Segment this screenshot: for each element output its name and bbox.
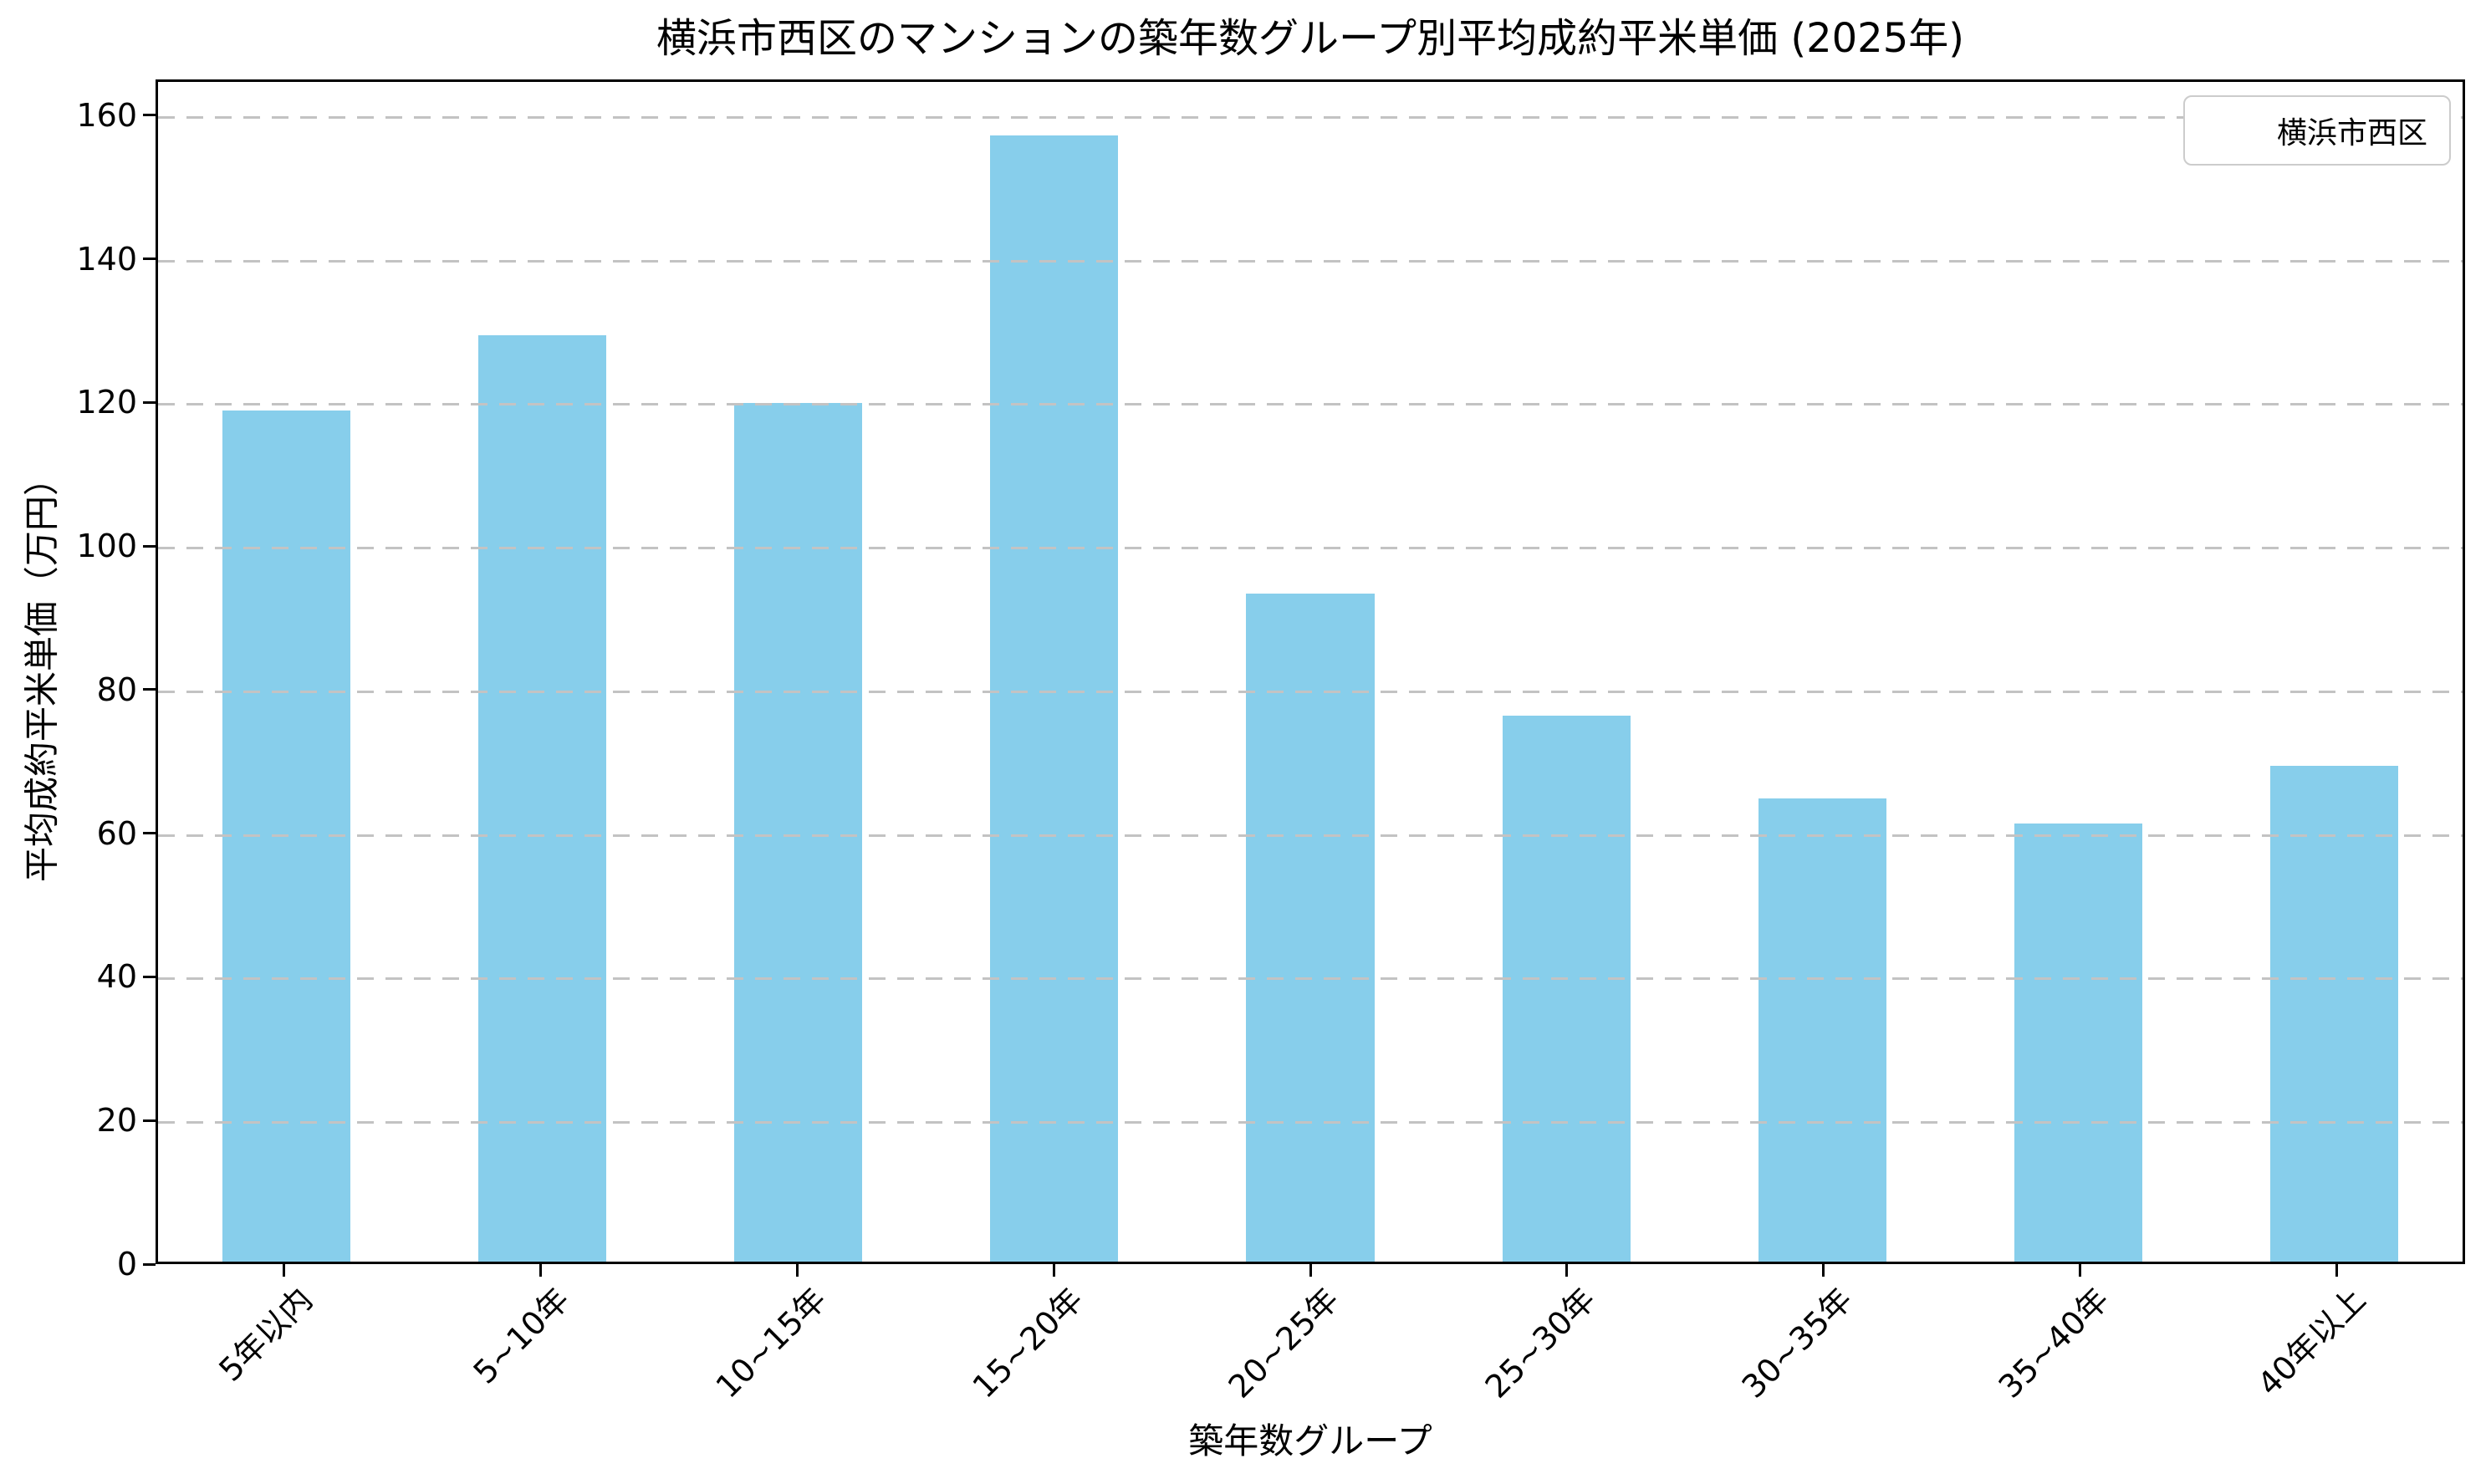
x-axis-title: 築年数グループ xyxy=(1188,1420,1432,1461)
y-tick-label-120: 120 xyxy=(76,384,137,421)
x-tick-mark-7 xyxy=(1822,1264,1825,1277)
x-tick-label-1: 5年以内 xyxy=(212,1280,320,1389)
x-tick-mark-6 xyxy=(1565,1264,1569,1277)
x-tick-mark-1 xyxy=(282,1264,285,1277)
bars-layer xyxy=(158,82,2463,1262)
bar-5 xyxy=(1246,594,1375,1262)
x-tick-mark-9 xyxy=(2335,1264,2339,1277)
y-tick-label-160: 160 xyxy=(76,96,137,134)
x-tick-label-9: 40年以上 xyxy=(2250,1280,2373,1403)
bar-9 xyxy=(2270,765,2399,1262)
bar-slot-9 xyxy=(2207,82,2463,1262)
bar-slot-5 xyxy=(1182,82,1438,1262)
y-tick-mark-0 xyxy=(143,1262,156,1266)
y-tick-label-60: 60 xyxy=(96,814,137,852)
y-tick-label-80: 80 xyxy=(96,671,137,708)
y-tick-mark-160 xyxy=(143,114,156,117)
bar-slot-1 xyxy=(158,82,414,1262)
y-tick-label-100: 100 xyxy=(76,528,137,565)
bar-slot-4 xyxy=(926,82,1182,1262)
y-tick-label-20: 20 xyxy=(96,1102,137,1140)
bar-slot-2 xyxy=(414,82,670,1262)
bar-7 xyxy=(1758,798,1886,1262)
x-tick-mark-3 xyxy=(795,1264,799,1277)
bar-slot-7 xyxy=(1694,82,1950,1262)
x-tick-label-7: 30~35年 xyxy=(1734,1280,1860,1405)
x-tick-label-5: 20~25年 xyxy=(1222,1280,1346,1405)
x-tick-label-3: 10~15年 xyxy=(708,1280,834,1405)
y-tick-mark-140 xyxy=(143,258,156,261)
y-tick-label-140: 140 xyxy=(76,240,137,278)
bar-6 xyxy=(1502,716,1631,1262)
y-axis-title: 平均成約平米単価（万円） xyxy=(21,460,63,883)
x-tick-mark-2 xyxy=(539,1264,542,1277)
x-tick-mark-8 xyxy=(2079,1264,2082,1277)
y-tick-mark-100 xyxy=(143,544,156,548)
bar-4 xyxy=(990,135,1119,1262)
y-tick-mark-120 xyxy=(143,400,156,404)
bar-slot-3 xyxy=(670,82,926,1262)
y-tick-mark-60 xyxy=(143,832,156,835)
legend: 横浜市西区 xyxy=(2182,95,2451,166)
bar-1 xyxy=(222,411,350,1262)
legend-label: 横浜市西区 xyxy=(2276,116,2427,150)
chart-title: 横浜市西区のマンションの築年数グループ別平均成約平米単価 (2025年) xyxy=(656,15,1964,62)
y-tick-mark-20 xyxy=(143,1119,156,1122)
x-tick-label-2: 5~10年 xyxy=(466,1280,577,1391)
bar-slot-6 xyxy=(1438,82,1694,1262)
y-tick-label-40: 40 xyxy=(96,958,137,996)
x-tick-label-8: 35~40年 xyxy=(1991,1280,2116,1405)
x-tick-mark-5 xyxy=(1309,1264,1312,1277)
bar-2 xyxy=(477,335,606,1262)
x-tick-label-4: 15~20年 xyxy=(965,1280,1090,1405)
y-tick-mark-80 xyxy=(143,688,156,691)
bar-8 xyxy=(2014,824,2143,1262)
y-tick-label-0: 0 xyxy=(116,1246,137,1283)
x-tick-mark-4 xyxy=(1052,1264,1055,1277)
bar-3 xyxy=(733,402,863,1262)
legend-swatch xyxy=(2198,116,2257,145)
y-tick-mark-40 xyxy=(143,975,156,978)
bar-slot-8 xyxy=(1951,82,2207,1262)
x-tick-label-6: 25~30年 xyxy=(1478,1280,1603,1405)
plot-area: 横浜市西区 xyxy=(156,79,2465,1264)
